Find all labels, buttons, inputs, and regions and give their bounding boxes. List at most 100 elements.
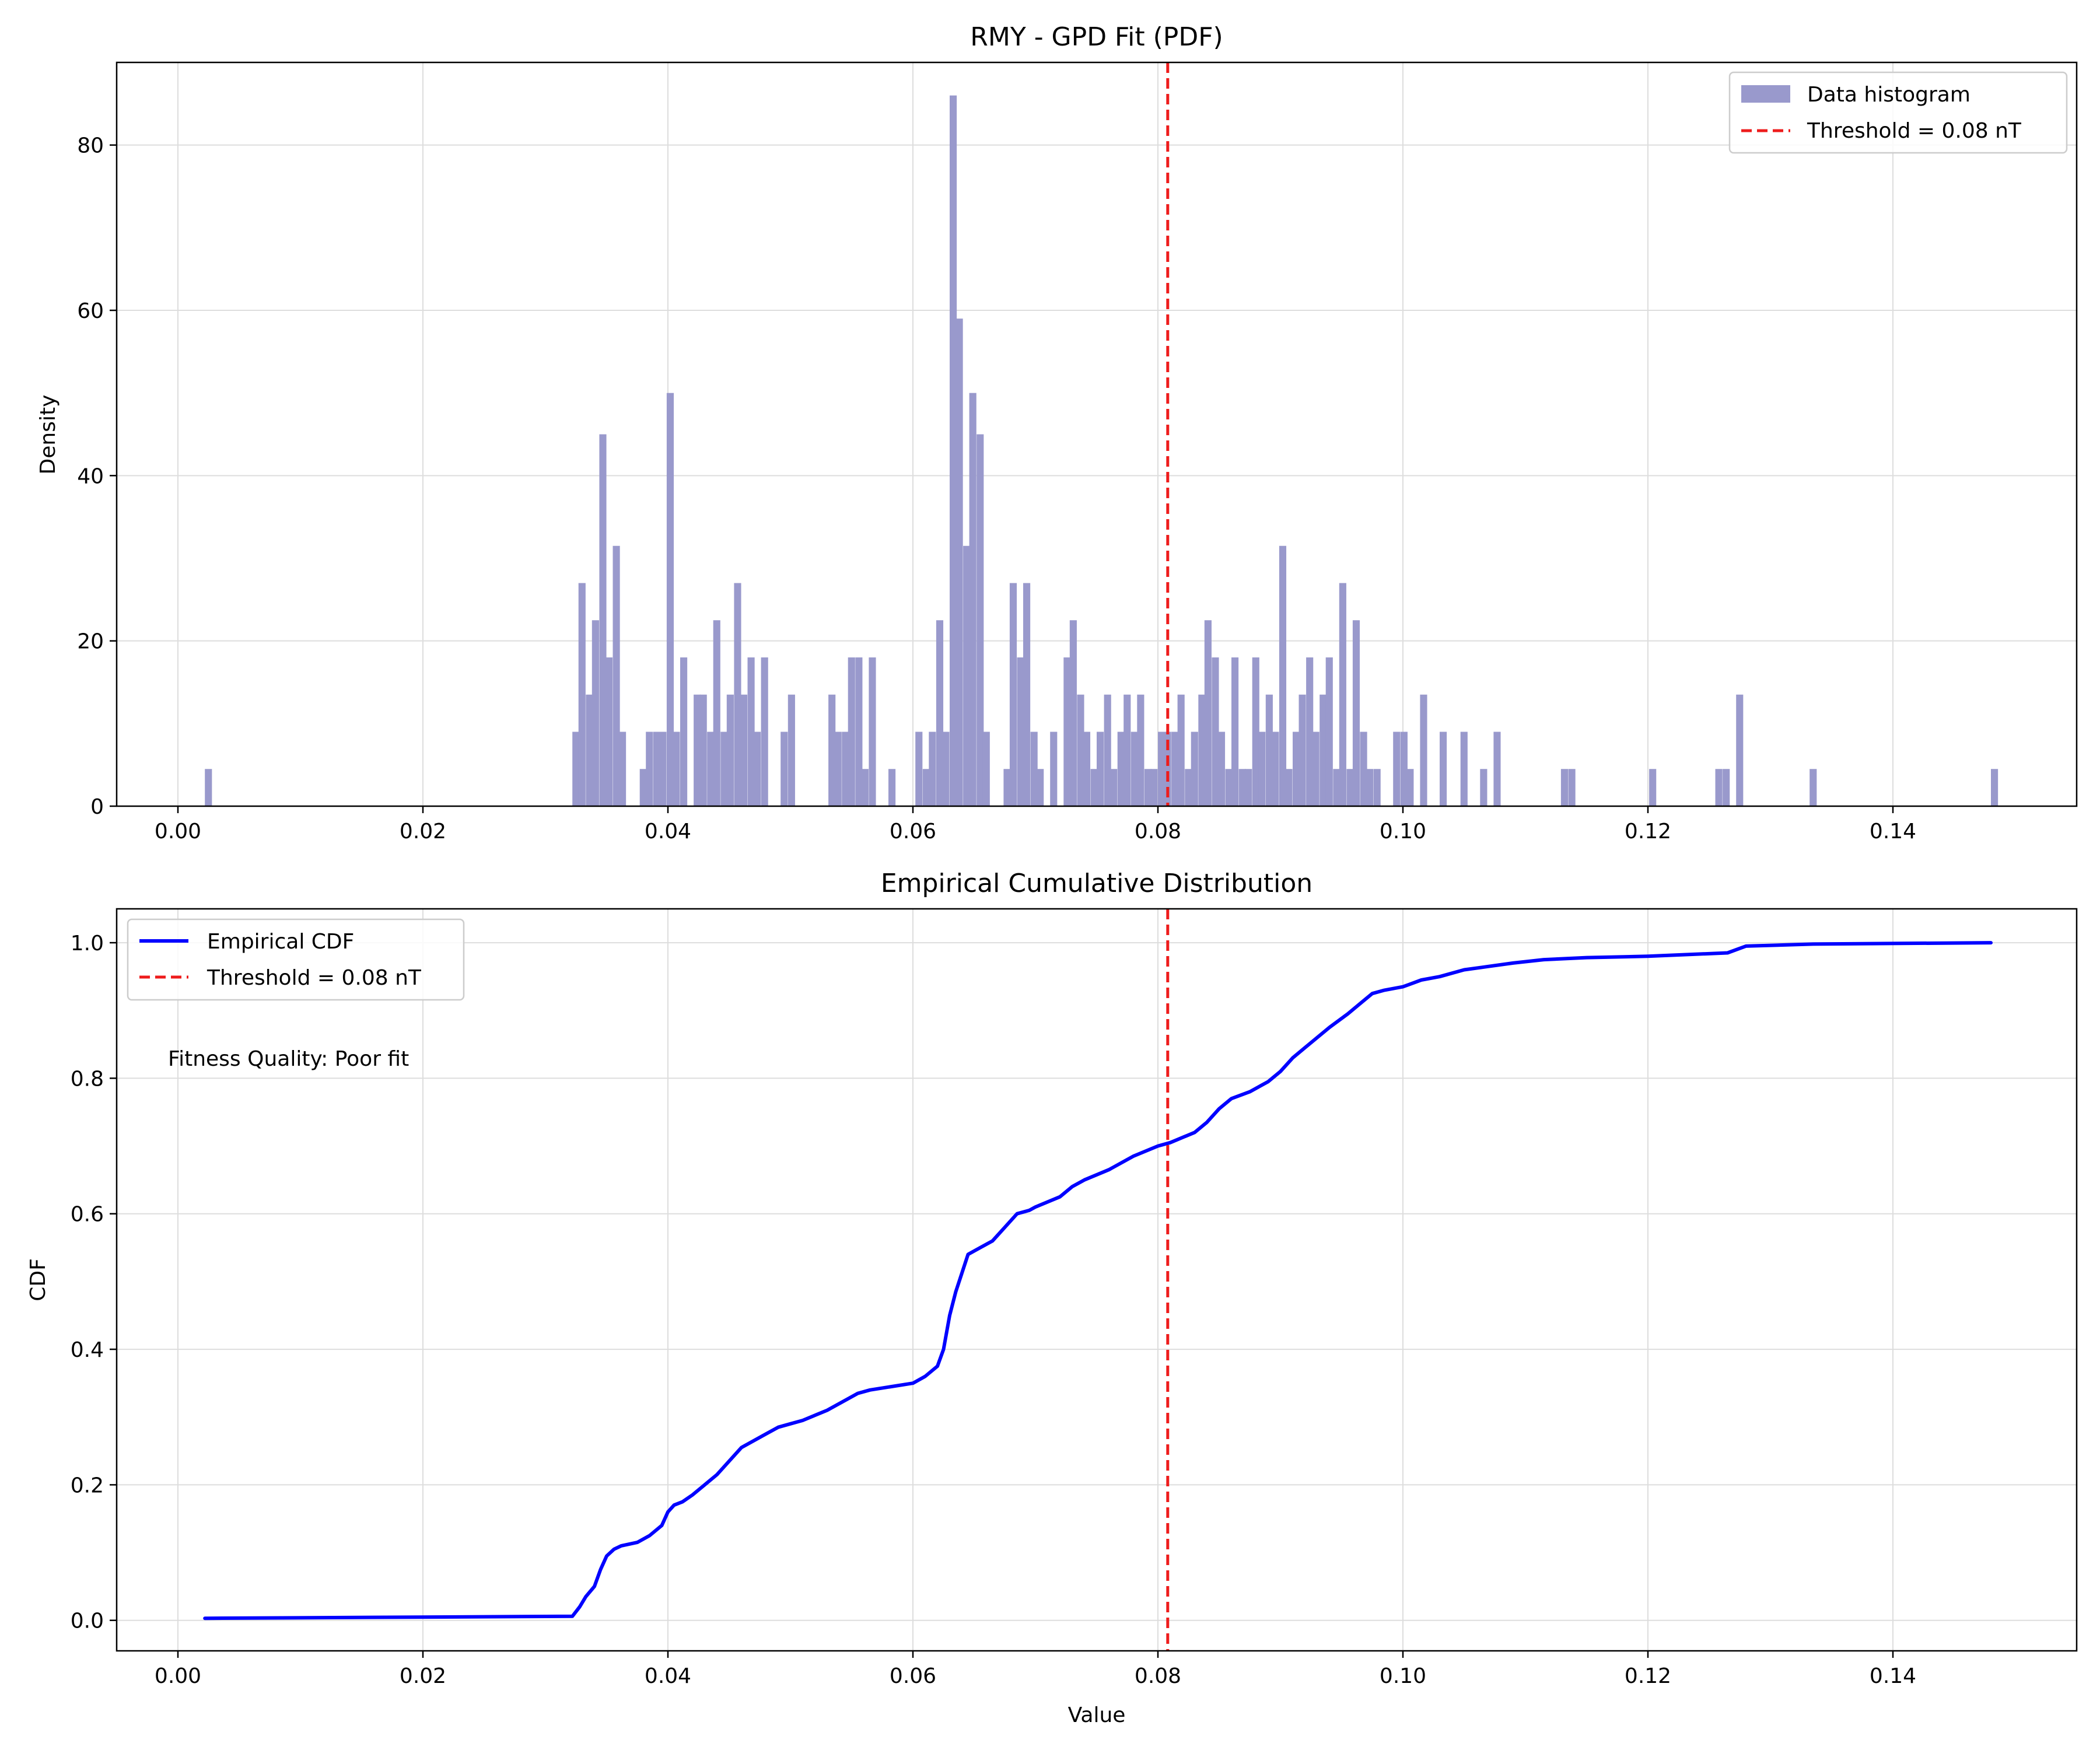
pdf-y-ticks: 0 20 40 60 80 xyxy=(77,134,117,819)
pdf-y-tick-label: 20 xyxy=(77,630,104,654)
histogram-bar xyxy=(659,732,667,806)
histogram-bar xyxy=(1279,545,1287,806)
legend-threshold-label-pdf: Threshold = 0.08 nT xyxy=(1807,119,2022,143)
histogram-bar xyxy=(599,434,607,806)
histogram-bar xyxy=(1217,732,1226,806)
histogram-bar xyxy=(1177,694,1185,806)
histogram-bar xyxy=(1400,732,1408,806)
histogram-bar xyxy=(1440,732,1447,806)
histogram-bar xyxy=(1198,694,1206,806)
histogram-bar xyxy=(869,657,876,806)
histogram-bar xyxy=(1320,694,1327,806)
cdf-y-tick-label: 0.6 xyxy=(71,1203,104,1227)
histogram-bar xyxy=(848,657,855,806)
histogram-bar xyxy=(694,694,701,806)
histogram-bar xyxy=(1009,583,1017,806)
cdf-x-tick-label: 0.02 xyxy=(400,1664,446,1688)
histogram-bar xyxy=(1312,732,1320,806)
histogram-bar xyxy=(720,732,728,806)
pdf-y-tick-label: 40 xyxy=(77,464,104,488)
cdf-x-ticks: 0.00 0.02 0.04 0.06 0.08 0.10 0.12 0.14 xyxy=(155,1651,1916,1688)
histogram-bar xyxy=(956,318,963,806)
histogram-bar xyxy=(982,732,990,806)
histogram-bar xyxy=(969,393,977,806)
histogram-bar xyxy=(834,732,842,806)
histogram-bar xyxy=(1212,657,1219,806)
histogram-bar xyxy=(646,732,653,806)
histogram-bar xyxy=(1406,769,1414,806)
cdf-y-label: CDF xyxy=(26,1258,50,1301)
pdf-legend: Data histogram Threshold = 0.08 nT xyxy=(1728,71,2068,154)
cdf-x-tick-label: 0.14 xyxy=(1870,1664,1916,1688)
cdf-legend: Empirical CDF Threshold = 0.08 nT xyxy=(127,918,465,1001)
histogram-bar xyxy=(1560,769,1569,806)
histogram-bar xyxy=(713,620,720,806)
fitness-quality-annotation: Fitness Quality: Poor fit xyxy=(168,1047,409,1071)
pdf-panel: 0.00 0.02 0.04 0.06 0.08 0.10 0.12 0.14 0 20 40 60… xyxy=(36,22,2078,844)
pdf-x-tick-label: 0.08 xyxy=(1135,820,1181,844)
histogram-bar xyxy=(1333,769,1340,806)
histogram-bar xyxy=(1493,732,1501,806)
histogram-bar xyxy=(1352,620,1360,806)
histogram-bar xyxy=(586,694,593,806)
histogram-bar xyxy=(1090,769,1098,806)
histogram-bar xyxy=(950,95,957,807)
histogram-bar xyxy=(788,694,795,806)
histogram-bar xyxy=(578,583,586,806)
histogram-bar xyxy=(929,732,936,806)
legend-histogram-swatch xyxy=(1741,85,1790,103)
histogram-bar xyxy=(922,769,930,806)
histogram-bar xyxy=(780,732,788,806)
histogram-bar xyxy=(1171,732,1179,806)
histogram-bar xyxy=(1204,620,1212,806)
histogram-bar xyxy=(1306,657,1314,806)
histogram-bar xyxy=(977,434,984,806)
histogram-bar xyxy=(855,657,863,806)
pdf-x-tick-label: 0.06 xyxy=(890,820,936,844)
cdf-curve xyxy=(203,941,1993,1620)
cdf-y-tick-label: 0.0 xyxy=(71,1609,104,1633)
histogram-bar xyxy=(1077,694,1084,806)
pdf-title: RMY - GPD Fit (PDF) xyxy=(970,22,1223,52)
legend-threshold-label-cdf: Threshold = 0.08 nT xyxy=(206,966,422,990)
pdf-x-tick-label: 0.12 xyxy=(1625,820,1671,844)
histogram-bar xyxy=(1164,732,1171,806)
cdf-x-tick-label: 0.12 xyxy=(1625,1664,1671,1688)
histogram-bar xyxy=(707,732,715,806)
histogram-bar xyxy=(1568,769,1576,806)
histogram-bar xyxy=(1017,657,1024,806)
histogram-bar xyxy=(1460,732,1468,806)
histogram-bar xyxy=(1298,694,1306,806)
histogram-bar xyxy=(680,657,688,806)
cdf-x-tick-label: 0.10 xyxy=(1380,1664,1426,1688)
histogram-bar xyxy=(1130,732,1138,806)
histogram-bar xyxy=(1023,583,1031,806)
cdf-title: Empirical Cumulative Distribution xyxy=(881,869,1312,898)
histogram-bar xyxy=(1339,583,1346,806)
cdf-y-tick-label: 0.4 xyxy=(71,1338,104,1362)
cdf-y-tick-label: 0.2 xyxy=(71,1474,104,1497)
histogram-bar xyxy=(1480,769,1488,806)
histogram-bar xyxy=(1231,657,1239,806)
histogram-bar xyxy=(1272,732,1279,806)
cdf-x-label: Value xyxy=(1068,1703,1126,1727)
pdf-x-tick-label: 0.10 xyxy=(1380,820,1426,844)
histogram-bars xyxy=(205,95,1999,807)
histogram-bar xyxy=(1158,732,1166,806)
histogram-bar xyxy=(1258,732,1266,806)
histogram-bar xyxy=(1191,732,1198,806)
histogram-bar xyxy=(572,732,580,806)
histogram-bar xyxy=(1991,769,1999,806)
histogram-bar xyxy=(1373,769,1381,806)
cdf-x-tick-label: 0.08 xyxy=(1135,1664,1181,1688)
histogram-bar xyxy=(1285,769,1293,806)
histogram-bar xyxy=(1137,694,1144,806)
pdf-x-tick-label: 0.02 xyxy=(400,820,446,844)
cdf-y-tick-label: 1.0 xyxy=(71,932,104,956)
histogram-bar xyxy=(936,620,944,806)
histogram-bar xyxy=(1346,769,1354,806)
cdf-axes-frame xyxy=(116,908,2078,1652)
histogram-bar xyxy=(1037,769,1044,806)
